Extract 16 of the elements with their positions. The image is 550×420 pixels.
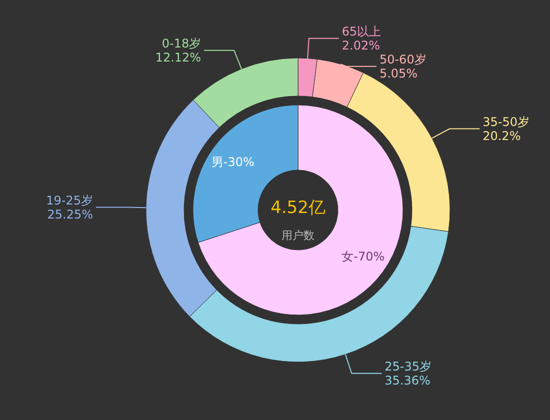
slice-label: 50-60岁: [379, 52, 426, 66]
slice-label: 男-30%: [211, 154, 254, 169]
text: 用户数: [282, 229, 314, 242]
slice-label: 25-35岁: [384, 359, 432, 374]
data-label: 20.2%: [482, 128, 521, 143]
data-label: 5.05%: [379, 66, 418, 80]
data-label: 25.25%: [47, 207, 94, 222]
data-label: 2.02%: [342, 38, 380, 52]
slice-label: 19-25岁: [46, 193, 94, 208]
slice-label: 女-70%: [342, 250, 385, 264]
slice-label: 0-18岁: [162, 36, 202, 50]
data-label: 12.12%: [155, 50, 202, 64]
slice-label: 65以上: [342, 24, 382, 38]
text: 4.52亿: [270, 198, 326, 218]
slice-label: 35-50岁: [482, 114, 530, 129]
data-label: 35.36%: [384, 373, 430, 388]
